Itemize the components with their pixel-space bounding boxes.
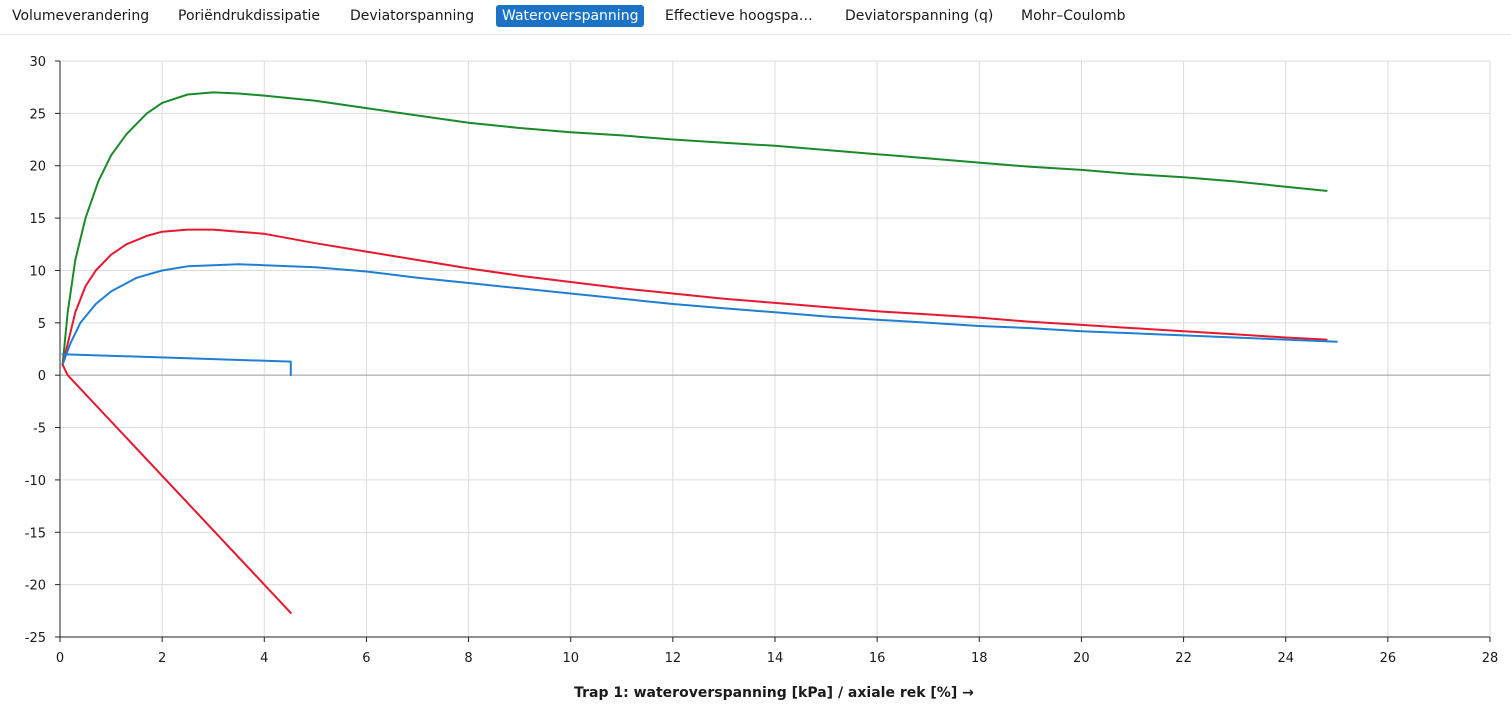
x-axis-title: Trap 1: wateroverspanning [kPa] / axiale… [574,685,974,701]
series-line-4 [61,363,292,614]
x-tick-label: 6 [362,651,370,666]
y-tick-label: -25 [25,631,46,646]
x-tick-label: 16 [869,651,886,666]
x-tick-label: 4 [260,651,268,666]
tab-volumeverandering[interactable]: Volumeverandering [12,8,150,24]
tab-mohr-coulomb[interactable]: Mohr–Coulomb [1021,8,1126,24]
x-tick-label: 14 [767,651,784,666]
x-tick-label: 18 [971,651,988,666]
x-tick-label: 12 [665,651,682,666]
x-tick-label: 28 [1482,651,1499,666]
data-series [61,91,1338,614]
series-line-1 [61,228,1328,366]
y-tick-label: 30 [29,55,46,70]
x-tick-label: 20 [1073,651,1090,666]
y-tick-label: -15 [25,526,46,541]
series-line-2 [61,263,1338,366]
x-tick-label: 8 [464,651,472,666]
y-tick-label: 20 [29,160,46,175]
y-tick-label: -5 [33,422,46,437]
y-tick-label: 15 [29,212,46,227]
series-line-0 [61,91,1328,366]
y-tick-label: -20 [25,579,46,594]
axes [55,60,1491,642]
tab-deviatorspanning[interactable]: Deviatorspanning [350,8,475,24]
chart-tab-bar: Volumeverandering Poriëndrukdissipatie D… [0,0,1511,35]
line-chart: 0 2 4 6 8 10 12 14 16 18 20 22 24 26 28302520151050-5-… [25,55,1499,701]
x-tick-label: 0 [56,651,64,666]
tab-wateroverspanning[interactable]: Wateroverspanning [496,5,645,27]
x-tick-label: 24 [1277,651,1294,666]
gridlines [60,60,1491,637]
y-tick-label: 0 [38,369,46,384]
x-tick-label: 26 [1380,651,1397,666]
x-tick-label: 2 [158,651,166,666]
x-tick-label: 10 [562,651,579,666]
y-tick-label: 10 [29,264,46,279]
y-tick-label: 5 [38,317,46,332]
tab-poriendrukdissipatie[interactable]: Poriëndrukdissipatie [178,8,320,24]
tab-deviatorspanning-q[interactable]: Deviatorspanning (q) [845,8,994,24]
tab-effectieve-hoogspanning[interactable]: Effectieve hoogspa… [665,8,813,24]
x-tick-label: 22 [1175,651,1192,666]
y-tick-label: -10 [25,474,46,489]
tick-labels: 0 2 4 6 8 10 12 14 16 18 20 22 24 26 28302520151050-5-… [25,55,1499,666]
y-tick-label: 25 [29,107,46,122]
series-line-3 [61,353,292,377]
